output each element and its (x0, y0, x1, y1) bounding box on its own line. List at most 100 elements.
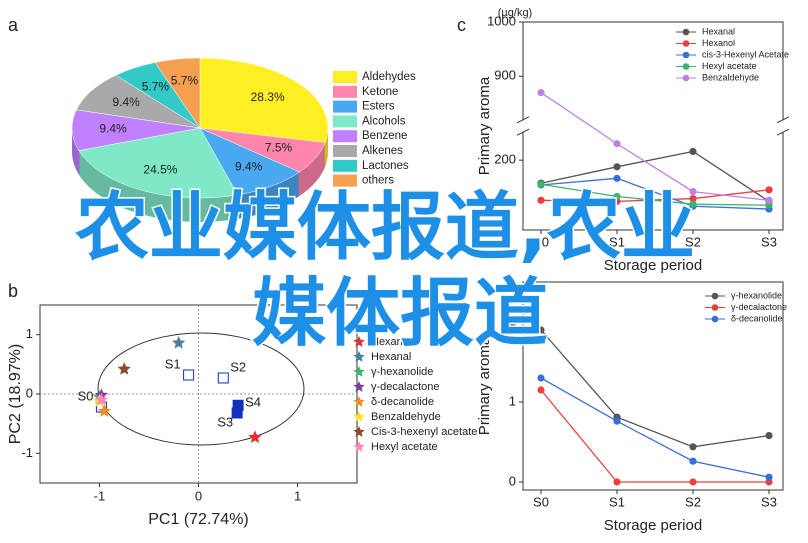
legend-label: γ-decalactone (371, 381, 440, 393)
loading-star (117, 362, 131, 375)
marker (537, 326, 545, 334)
legend-marker (682, 40, 690, 47)
sample-point (232, 399, 244, 411)
break-mark (776, 128, 790, 136)
y-tick-label: 0 (26, 385, 33, 400)
panel-label: d (457, 275, 467, 295)
legend-marker (711, 315, 719, 323)
marker (765, 432, 773, 440)
legend-label: Ketone (362, 86, 398, 98)
line (540, 150, 770, 202)
marker (613, 417, 621, 425)
y-tick-label: 900 (494, 68, 516, 83)
line (540, 183, 770, 206)
marker (613, 174, 621, 182)
y-tick-label: -1 (21, 445, 33, 460)
data-label: 5.7% (171, 73, 199, 87)
point-label: S1 (165, 356, 181, 371)
break-mark (776, 116, 790, 124)
legend-marker (353, 366, 365, 377)
legend-label: Benzaldehyde (702, 72, 759, 82)
x-tick-label: S0 (533, 494, 549, 509)
x-tick-label: S1 (609, 494, 625, 509)
legend-marker (711, 304, 719, 311)
legend-label: δ-decanolide (371, 396, 434, 408)
legend-label: Alcohols (362, 115, 406, 127)
overlay-text: 媒体报道 (252, 271, 548, 357)
y-label: Primary aroma (476, 336, 493, 435)
loading-star (172, 336, 186, 349)
x-tick-label: S3 (761, 494, 777, 509)
y-tick-label: 1000 (487, 13, 516, 28)
data-label: 9.4% (235, 160, 263, 174)
legend-marker (682, 51, 690, 59)
axis-break (517, 119, 789, 133)
y-label: Primary aroma (476, 76, 493, 175)
line (540, 389, 769, 483)
pie-slice (76, 74, 201, 129)
data-label: 28.3% (251, 90, 285, 104)
legend-marker (711, 292, 719, 300)
marker (537, 374, 545, 382)
legend-marker (682, 63, 690, 70)
legend-label: Hexyl acetate (702, 61, 757, 71)
marker (537, 180, 545, 188)
pie-slice (199, 57, 329, 143)
break-mark (516, 128, 530, 136)
y-tick-label: 1 (509, 393, 516, 408)
x-tick-label: 1 (294, 488, 301, 503)
pie-slice (199, 127, 300, 196)
legend-swatch (333, 85, 357, 98)
loading-star (248, 430, 262, 443)
legend-marker (353, 396, 365, 407)
marker (689, 200, 697, 208)
point-label: S3 (217, 414, 233, 429)
loading-star (97, 404, 111, 417)
legend-marker (682, 28, 690, 36)
legend-swatch (333, 100, 357, 113)
y-tick-label: 2 (509, 313, 516, 328)
legend-label: Benzene (362, 130, 407, 142)
marker (765, 196, 773, 204)
pie-slice (154, 57, 201, 129)
pie-slice (78, 127, 239, 199)
break-mark (516, 116, 530, 124)
legend-label: Benzaldehyde (371, 411, 441, 423)
legend-swatch (333, 130, 357, 143)
legend-label: Cis-3-hexenyl acetate (371, 426, 477, 438)
legend-marker (353, 351, 365, 362)
panel-label: c (457, 15, 466, 35)
x-label: Storage period (604, 517, 702, 534)
x-tick-label: S2 (685, 234, 701, 249)
legend-swatch (333, 174, 357, 187)
legend-swatch (333, 71, 357, 83)
line (540, 377, 770, 478)
overlay-text: 农业媒体报道,农业 (75, 185, 695, 271)
marker (613, 140, 621, 148)
loading-star (94, 392, 109, 406)
legend-label: Hexanal (702, 26, 735, 36)
legend-label: Lactones (362, 160, 409, 172)
marker (613, 163, 621, 171)
legend-label: cis-3-Hexenyl Acetate (702, 49, 789, 59)
legend-label: δ-decanolide (731, 313, 783, 323)
x-tick-label: S0 (533, 234, 549, 249)
marker (689, 443, 697, 451)
x-label: Storage period (604, 257, 702, 274)
marker (537, 89, 545, 97)
y-label: PC2 (18.97%) (7, 344, 24, 445)
marker (689, 147, 697, 156)
marker (765, 186, 773, 194)
legend-swatch (333, 115, 357, 128)
marker (613, 478, 621, 486)
legend-label: Hexanal (371, 351, 411, 363)
panel-label: a (8, 15, 19, 35)
point-label: S0 (78, 388, 94, 403)
legend-swatch (333, 159, 357, 172)
legend-marker (353, 381, 365, 392)
y-tick-label: 200 (494, 152, 516, 167)
panel-label: b (8, 281, 18, 301)
marker (765, 473, 773, 481)
marker (689, 187, 697, 196)
